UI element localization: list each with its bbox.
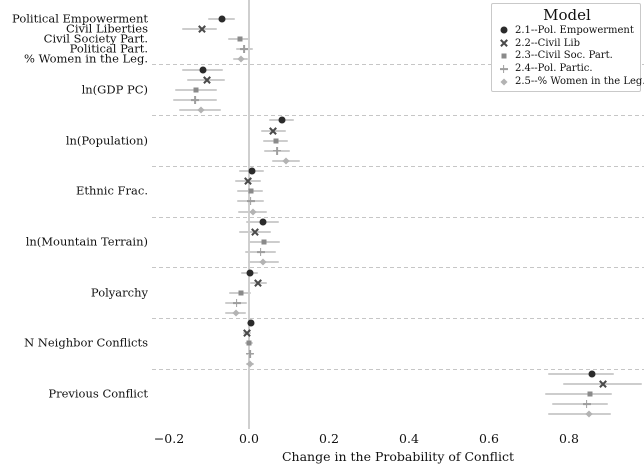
legend-entries: 2.1--Pol. Empowerment 2.2--Civil Lib 2.3--… bbox=[498, 24, 644, 88]
legend-entry-label: 2.3--Civil Soc. Part. bbox=[515, 50, 613, 62]
circle-marker-icon bbox=[199, 66, 207, 74]
group-separator bbox=[152, 267, 644, 269]
x-marker-icon bbox=[269, 126, 278, 135]
circle-marker-icon bbox=[218, 15, 226, 23]
zero-reference-line bbox=[248, 0, 250, 429]
x-tick-label: 0.8 bbox=[559, 431, 579, 446]
x-marker-icon bbox=[254, 278, 263, 287]
y-axis-label: Previous Conflict bbox=[48, 386, 148, 401]
y-axis-label: ln(Mountain Terrain) bbox=[25, 234, 148, 249]
y-axis-label: ln(Population) bbox=[65, 133, 148, 148]
circle-marker-icon bbox=[278, 116, 286, 124]
x-tick-label: 0.0 bbox=[239, 431, 259, 446]
plus-marker-icon bbox=[273, 146, 282, 155]
legend-entry-label: 2.1--Pol. Empowerment bbox=[515, 24, 634, 36]
group-separator bbox=[152, 368, 644, 370]
x-tick-label: 0.4 bbox=[399, 431, 419, 446]
diamond-marker-icon bbox=[499, 78, 508, 86]
legend-marker-box bbox=[498, 38, 509, 48]
square-marker-icon bbox=[237, 36, 243, 42]
x-axis-title: Change in the Probability of Conflict bbox=[281, 449, 515, 464]
legend-entry: 2.5--% Women in the Leg. bbox=[498, 75, 644, 88]
legend-entry-label: 2.4--Pol. Partic. bbox=[515, 63, 593, 75]
square-marker-icon bbox=[238, 290, 244, 296]
legend-entry-label: 2.2--Civil Lib bbox=[515, 37, 580, 49]
legend-marker-box bbox=[498, 51, 509, 61]
legend-marker-box bbox=[498, 64, 509, 74]
plus-marker-icon bbox=[240, 45, 249, 54]
diamond-marker-icon bbox=[282, 157, 290, 165]
confidence-interval bbox=[552, 403, 608, 406]
group-separator bbox=[152, 64, 644, 66]
circle-marker-icon bbox=[247, 319, 255, 327]
y-axis-label: N Neighbor Conflicts bbox=[24, 335, 148, 350]
x-tick-label: 0.6 bbox=[479, 431, 499, 446]
x-marker-icon bbox=[197, 25, 206, 33]
plus-marker-icon bbox=[232, 298, 241, 307]
x-marker-icon bbox=[202, 75, 211, 84]
diamond-marker-icon bbox=[232, 309, 240, 317]
legend-entry: 2.4--Pol. Partic. bbox=[498, 62, 636, 75]
group-separator bbox=[152, 165, 644, 167]
circle-marker-icon bbox=[259, 218, 267, 226]
y-axis-label: Civil Society Part. bbox=[43, 31, 148, 46]
square-marker-icon bbox=[248, 188, 254, 194]
x-tick-label: −0.2 bbox=[153, 431, 185, 446]
group-separator bbox=[152, 216, 644, 218]
plus-marker-icon bbox=[582, 400, 591, 409]
diamond-marker-icon bbox=[237, 55, 245, 63]
diamond-marker-icon bbox=[259, 258, 267, 266]
circle-marker-icon bbox=[246, 269, 254, 276]
legend-entry-label: 2.5--% Women in the Leg. bbox=[515, 76, 644, 88]
x-marker-icon bbox=[243, 177, 252, 186]
square-marker-icon bbox=[501, 53, 506, 59]
plus-marker-icon bbox=[256, 248, 265, 257]
confidence-interval bbox=[548, 413, 611, 416]
y-axis-label: % Women in the Leg. bbox=[23, 51, 148, 66]
legend: Model 2.1--Pol. Empowerment 2.2--Civil Li… bbox=[491, 3, 644, 92]
circle-marker-icon bbox=[248, 167, 256, 175]
confidence-interval bbox=[545, 393, 613, 396]
y-axis-label: Civil Liberties bbox=[66, 21, 148, 36]
square-marker-icon bbox=[246, 340, 252, 346]
plus-marker-icon bbox=[246, 197, 255, 206]
diamond-marker-icon bbox=[246, 360, 254, 368]
legend-entry: 2.3--Civil Soc. Part. bbox=[498, 50, 636, 63]
x-marker-icon bbox=[599, 380, 608, 388]
y-axis-label: Ethnic Frac. bbox=[75, 183, 148, 198]
square-marker-icon bbox=[587, 391, 593, 397]
x-marker-icon bbox=[242, 329, 251, 338]
diamond-marker-icon bbox=[197, 106, 205, 114]
legend-marker-box bbox=[498, 25, 509, 35]
x-marker-icon bbox=[251, 228, 259, 236]
plus-marker-icon bbox=[246, 349, 255, 358]
y-axis-label: ln(GDP PC) bbox=[81, 82, 148, 97]
legend-title: Model bbox=[543, 6, 591, 24]
y-axis-label: Political Empowerment bbox=[12, 11, 148, 26]
circle-marker-icon bbox=[588, 370, 596, 378]
square-marker-icon bbox=[261, 239, 267, 245]
diamond-marker-icon bbox=[585, 410, 593, 418]
y-axis-label: Polyarchy bbox=[90, 285, 148, 300]
square-marker-icon bbox=[193, 87, 199, 93]
plus-marker-icon bbox=[191, 96, 199, 104]
legend-entry: 2.2--Civil Lib bbox=[498, 37, 636, 50]
square-marker-icon bbox=[273, 138, 279, 144]
x-tick-label: 0.2 bbox=[319, 431, 339, 446]
x-marker-icon bbox=[499, 39, 508, 48]
y-axis-label: Political Part. bbox=[69, 41, 148, 56]
group-separator bbox=[152, 317, 644, 319]
confidence-interval bbox=[548, 372, 615, 375]
circle-marker-icon bbox=[500, 26, 507, 34]
legend-entry: 2.1--Pol. Empowerment bbox=[498, 24, 636, 37]
legend-marker-box bbox=[498, 77, 509, 87]
diamond-marker-icon bbox=[249, 207, 257, 216]
group-separator bbox=[152, 115, 644, 117]
plus-marker-icon bbox=[499, 64, 508, 73]
